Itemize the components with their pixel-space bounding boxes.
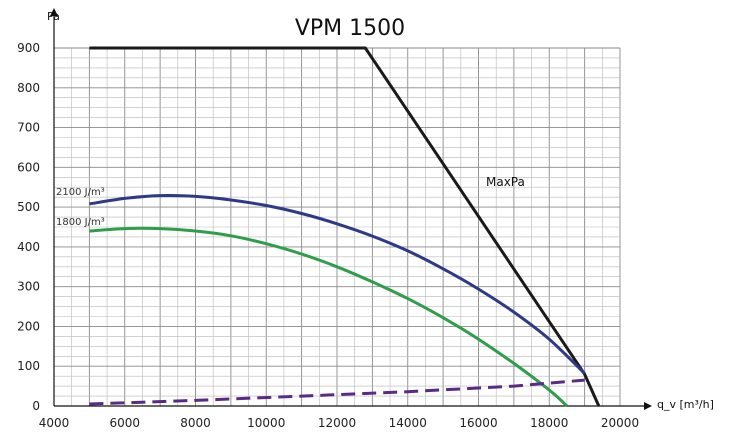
series-line-1 bbox=[89, 46, 601, 407]
x-tick-label: 18000 bbox=[530, 416, 568, 430]
x-tick-label: 10000 bbox=[247, 416, 285, 430]
x-tick-label: 16000 bbox=[459, 416, 497, 430]
series-line-2 bbox=[89, 193, 586, 375]
x-tick-label: 14000 bbox=[389, 416, 427, 430]
y-tick-label: 800 bbox=[17, 81, 40, 95]
series-line-3 bbox=[89, 226, 568, 408]
x-axis-arrow bbox=[644, 402, 652, 410]
x-tick-labels: 4000 6000 8000 10000 12000 14000 16000 18000 200… bbox=[39, 416, 639, 430]
y-tick-label: 500 bbox=[17, 200, 40, 214]
y-tick-label: 400 bbox=[17, 240, 40, 254]
annotation-2100: 2100 J/m³ bbox=[56, 187, 105, 198]
series-line-4 bbox=[89, 378, 585, 406]
axes bbox=[50, 8, 652, 410]
series-lines bbox=[89, 46, 601, 408]
grid bbox=[53, 47, 621, 407]
x-axis-label: q_v [m³/h] bbox=[657, 398, 714, 411]
y-axis-label: Pa bbox=[47, 10, 60, 23]
chart-title: VPM 1500 bbox=[295, 16, 405, 41]
annotation-maxpa: MaxPa bbox=[486, 175, 525, 189]
y-tick-label: 100 bbox=[17, 359, 40, 373]
y-axis-arrow bbox=[50, 8, 58, 16]
x-tick-label: 4000 bbox=[39, 416, 70, 430]
y-tick-label: 200 bbox=[17, 319, 40, 333]
x-tick-label: 12000 bbox=[318, 416, 356, 430]
y-tick-label: 900 bbox=[17, 41, 40, 55]
y-tick-label: 0 bbox=[32, 399, 40, 413]
y-tick-label: 600 bbox=[17, 160, 40, 174]
x-tick-label: 6000 bbox=[109, 416, 140, 430]
y-tick-labels: 0 100 200 300 400 500 600 700 800 900 bbox=[17, 41, 40, 413]
y-tick-label: 300 bbox=[17, 280, 40, 294]
x-tick-label: 8000 bbox=[180, 416, 211, 430]
y-tick-label: 700 bbox=[17, 121, 40, 135]
annotation-1800: 1800 J/m³ bbox=[56, 217, 105, 228]
x-tick-label: 20000 bbox=[601, 416, 639, 430]
